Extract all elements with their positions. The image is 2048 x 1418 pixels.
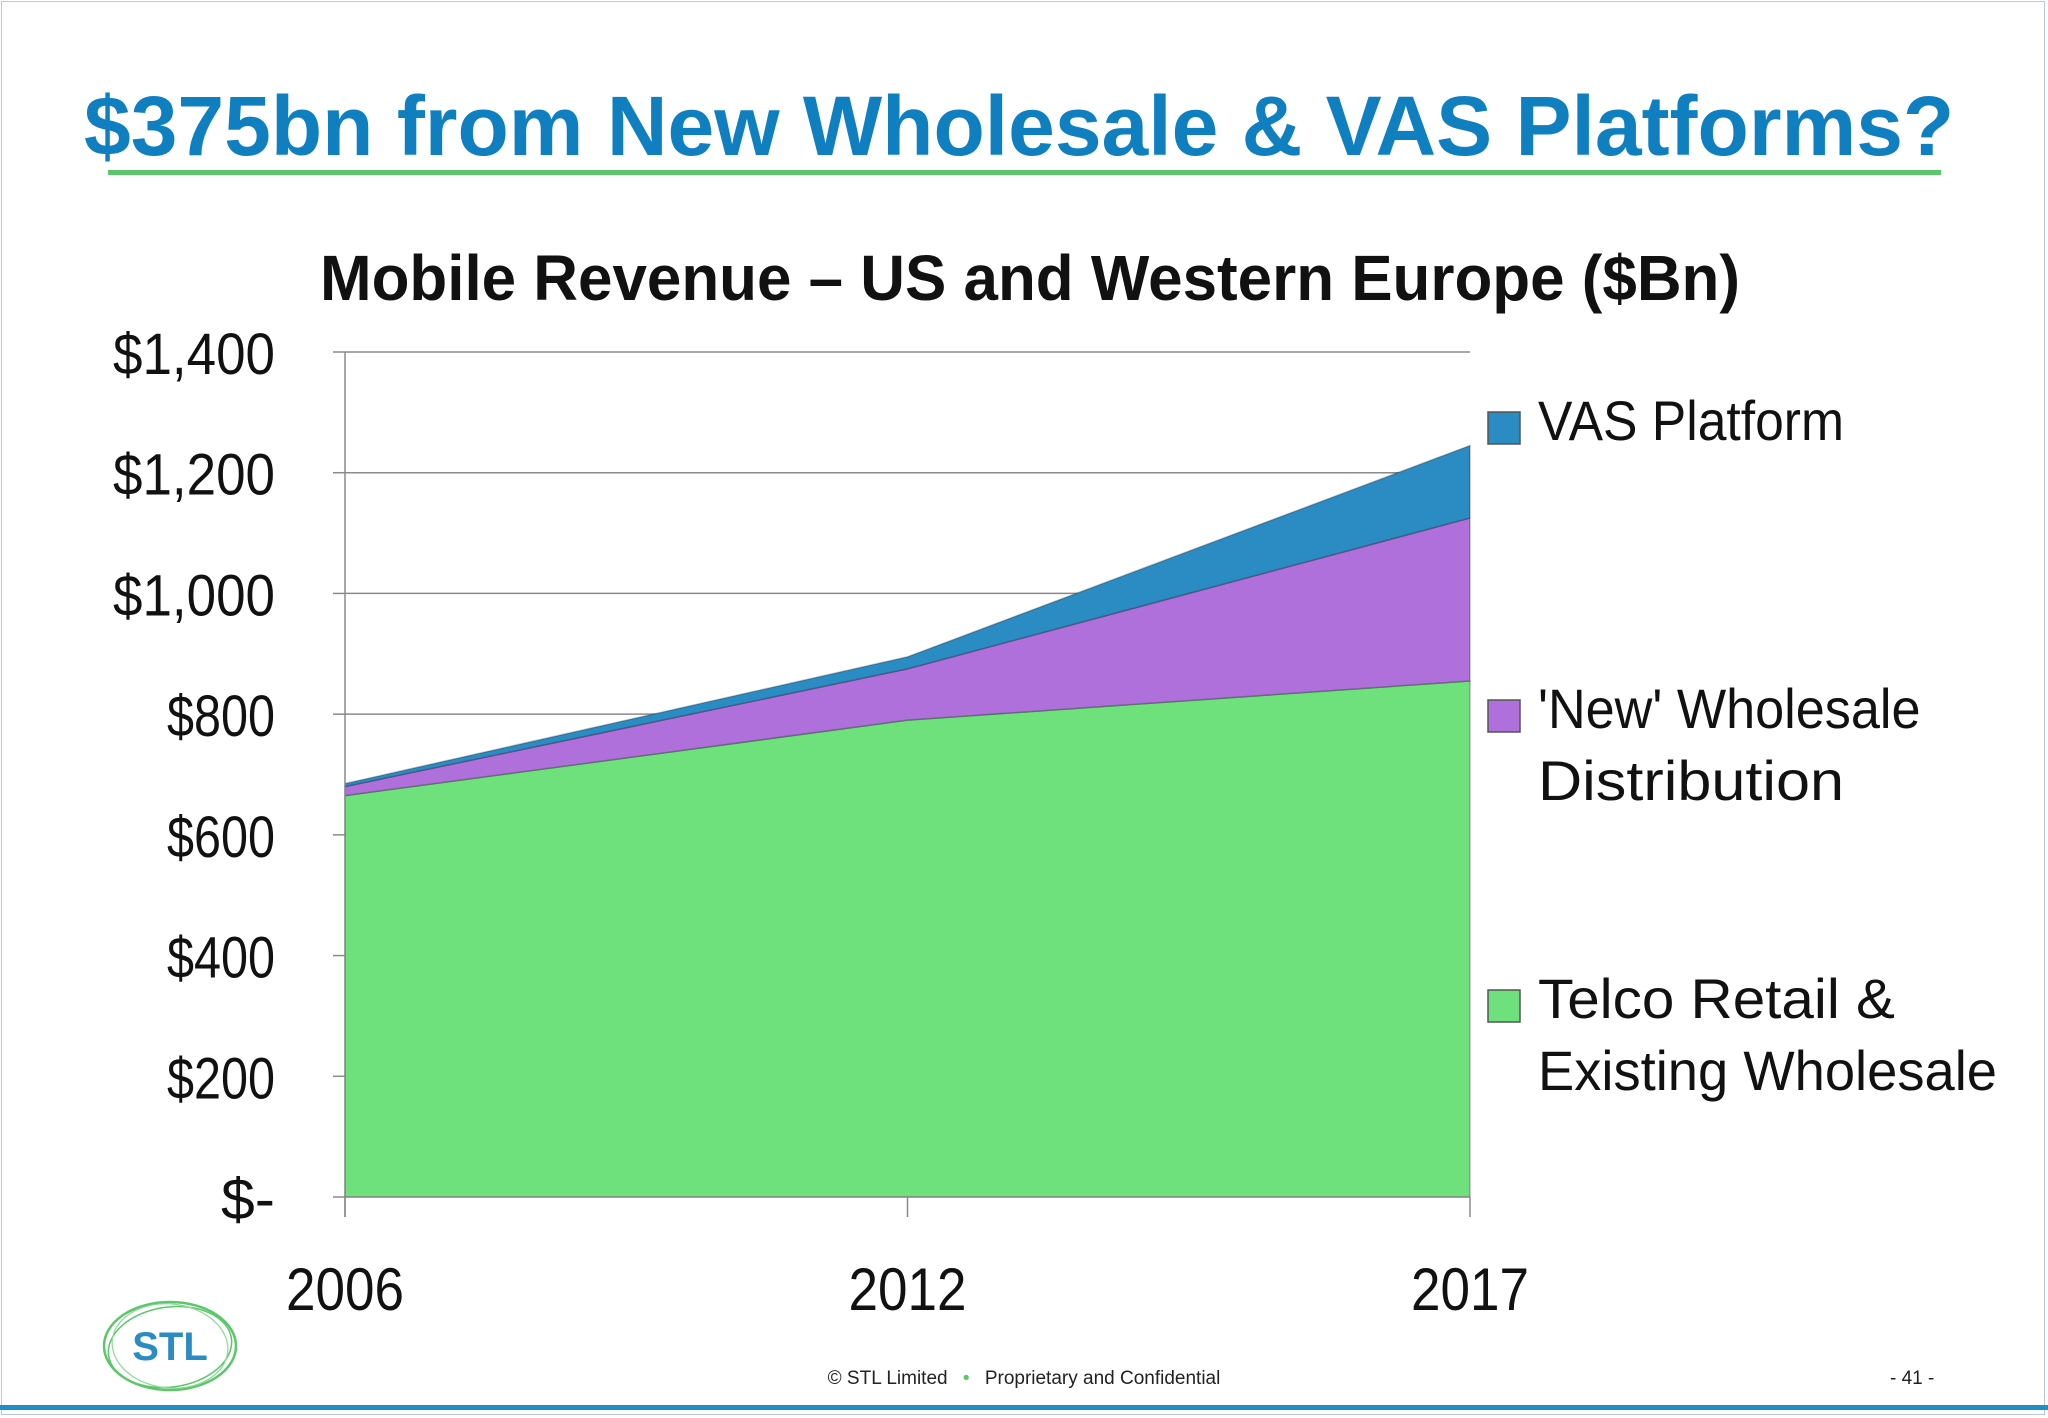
y-tick-label: $1,000 xyxy=(113,563,275,628)
title-underline xyxy=(108,170,1941,175)
y-tick-label: $- xyxy=(221,1167,275,1232)
y-tick-label: $600 xyxy=(167,805,275,870)
stl-logo: STL xyxy=(102,1300,238,1392)
y-tick-label: $200 xyxy=(167,1046,275,1111)
legend-label: Telco Retail & xyxy=(1538,967,1895,1030)
bottom-rule xyxy=(0,1405,2048,1410)
legend-swatch xyxy=(1487,699,1521,733)
legend-swatch xyxy=(1487,989,1521,1023)
legend-label: Existing Wholesale xyxy=(1538,1039,1997,1102)
footer-confidential: Proprietary and Confidential xyxy=(984,1368,1221,1389)
page-number: - 41 - xyxy=(1890,1368,1935,1389)
y-tick-label: $1,200 xyxy=(113,443,275,508)
legend-label: 'New' Wholesale xyxy=(1538,677,1921,740)
copyright-symbol: © xyxy=(827,1368,842,1389)
logo-text: STL xyxy=(132,1325,208,1369)
x-tick-label: 2017 xyxy=(1411,1256,1529,1323)
slide-title: $375bn from New Wholesale & VAS Platform… xyxy=(84,79,1955,173)
legend-swatch xyxy=(1487,411,1521,445)
area-chart: Mobile Revenue – US and Western Europe (… xyxy=(113,242,1997,1323)
footer: © STL Limited • Proprietary and Confiden… xyxy=(0,1368,2048,1390)
legend-label: Distribution xyxy=(1538,749,1844,812)
y-tick-label: $400 xyxy=(167,926,275,991)
x-tick-label: 2006 xyxy=(286,1256,404,1323)
y-tick-label: $800 xyxy=(167,684,275,749)
x-tick-label: 2012 xyxy=(849,1256,967,1323)
chart-title: Mobile Revenue – US and Western Europe (… xyxy=(320,242,1740,314)
y-tick-label: $1,400 xyxy=(113,322,275,387)
legend-label: VAS Platform xyxy=(1538,389,1844,452)
footer-company: STL Limited xyxy=(846,1368,948,1389)
footer-separator-dot: • xyxy=(962,1368,970,1389)
